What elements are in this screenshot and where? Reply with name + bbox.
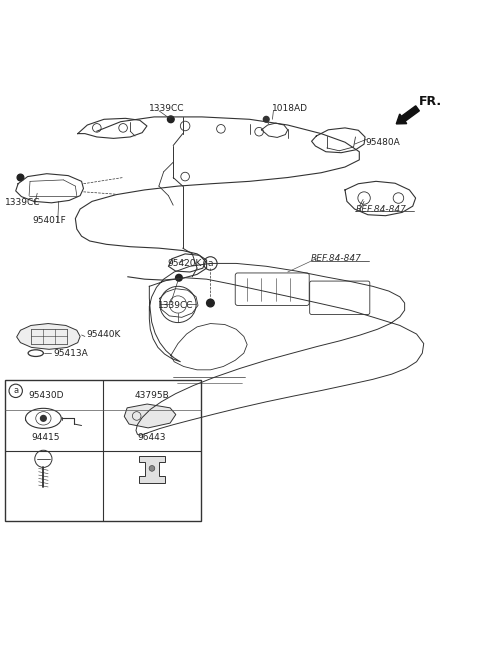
Text: 95440K: 95440K (86, 330, 120, 339)
Circle shape (168, 116, 174, 123)
Text: 95430D: 95430D (28, 391, 63, 400)
Text: 94415: 94415 (32, 433, 60, 442)
Text: 96443: 96443 (138, 433, 166, 442)
Text: 95401F: 95401F (33, 216, 66, 225)
Polygon shape (139, 456, 165, 483)
Circle shape (40, 415, 46, 421)
Circle shape (206, 299, 214, 307)
Bar (5, 380, 201, 521)
Text: REF.84-847: REF.84-847 (356, 204, 407, 214)
Text: 95480A: 95480A (365, 138, 400, 147)
Text: 1339CC: 1339CC (158, 301, 193, 310)
Text: 95420K: 95420K (168, 259, 202, 268)
FancyArrow shape (396, 106, 420, 124)
Polygon shape (124, 404, 176, 428)
Text: a: a (13, 386, 18, 395)
Polygon shape (17, 324, 80, 349)
Text: 43795B: 43795B (134, 391, 169, 400)
Text: REF.84-847: REF.84-847 (311, 254, 361, 263)
Circle shape (149, 465, 155, 471)
Text: 1339CC: 1339CC (5, 199, 41, 207)
Text: FR.: FR. (419, 95, 442, 108)
Circle shape (264, 116, 269, 122)
Circle shape (176, 275, 182, 281)
Text: 1018AD: 1018AD (273, 104, 309, 114)
Text: a: a (208, 259, 213, 268)
Text: 1339CC: 1339CC (149, 104, 185, 114)
Text: 95413A: 95413A (53, 349, 88, 358)
Circle shape (17, 174, 24, 181)
